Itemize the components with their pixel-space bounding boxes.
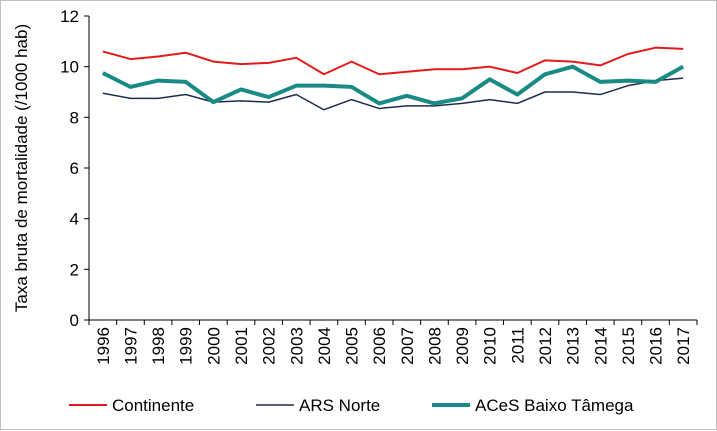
x-tick-label: 2005 [343,327,362,365]
x-tick-label: 2013 [564,327,583,365]
legend: Continente ARS Norte ACeS Baixo Tâmega [69,396,634,415]
y-tick-label: 0 [70,311,79,330]
x-tick-label: 2011 [508,327,527,364]
y-tick-label: 12 [60,7,79,26]
x-tick-label: 2002 [260,327,279,365]
y-tick-label: 2 [70,260,79,279]
x-tick-label: 2001 [232,327,251,365]
x-tick-label: 1996 [94,327,113,365]
x-axis: 1996 1997 1998 1999 2000 2001 2002 2003 2004 2005… [88,319,698,365]
x-tick-label: 2010 [481,327,500,365]
x-tick-label: 2008 [425,327,444,365]
x-tick-label: 2009 [453,327,472,365]
x-tick-label: 2015 [619,327,638,365]
series-line-2 [102,77,684,111]
x-tick-label: 1999 [177,327,196,365]
x-tick-label: 2014 [591,327,610,365]
y-axis-label: Taxa bruta de mortalidade (/1000 hab) [12,24,31,312]
x-tick-label: 2000 [204,327,223,365]
x-tick-label: 2016 [647,327,666,365]
x-tick-label: 2017 [674,327,693,365]
legend-label: ARS Norte [299,396,380,415]
x-tick-label: 1997 [121,327,140,365]
x-tick-label: 2004 [315,327,334,365]
y-axis: 0 2 4 6 8 10 12 [60,7,90,330]
series-line-1 [102,46,684,76]
series-line-3 [101,64,685,106]
x-tick-label: 2003 [287,327,306,365]
y-tick-label: 6 [70,159,79,178]
x-tick-label: 2007 [398,327,417,365]
x-tick-label: 2012 [536,327,555,365]
x-tick-label: 2006 [370,327,389,365]
y-tick-label: 10 [60,58,79,77]
legend-label: ACeS Baixo Tâmega [475,396,634,415]
y-tick-label: 4 [70,210,79,229]
y-tick-label: 8 [70,108,79,127]
x-tick-label: 1998 [149,327,168,365]
legend-label: Continente [112,396,194,415]
series-lines [101,46,685,111]
